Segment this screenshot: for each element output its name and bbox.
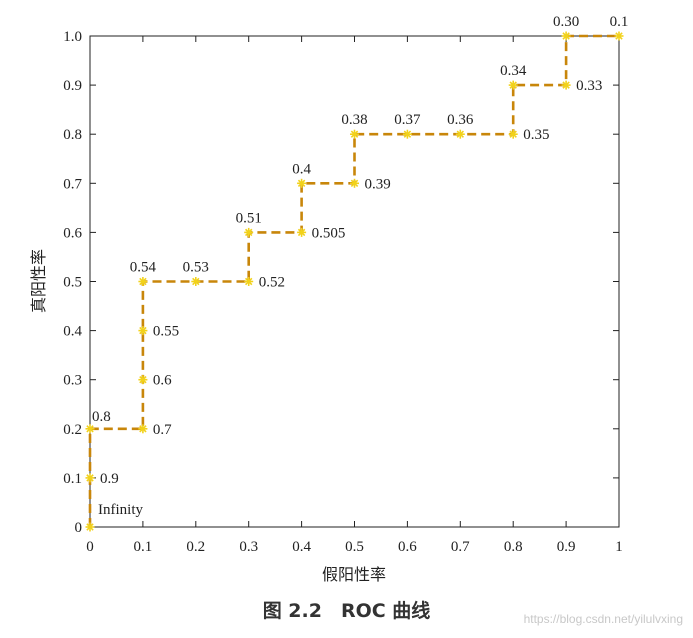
data-point <box>85 473 95 483</box>
threshold-label: 0.36 <box>447 112 474 128</box>
threshold-label: 0.33 <box>576 78 602 94</box>
x-tick-label: 0.3 <box>239 539 258 555</box>
x-axis: 0 0.1 0.2 0.3 0.4 0.5 0.6 0.7 0.8 0.9 1 <box>86 36 623 555</box>
data-point <box>244 277 254 286</box>
x-tick-label: 0.7 <box>451 539 470 555</box>
x-tick-label: 0.5 <box>345 539 364 555</box>
threshold-label: 0.7 <box>153 422 172 438</box>
figure-caption: 图 2.2 ROC 曲线 <box>262 600 431 622</box>
data-point <box>85 522 95 532</box>
x-tick-label: 0.1 <box>134 539 153 555</box>
y-tick-label: 0.9 <box>63 78 82 94</box>
threshold-label: 0.505 <box>312 225 346 241</box>
threshold-label: 0.51 <box>236 210 262 226</box>
y-axis: 0 0.1 0.2 0.3 0.4 0.5 0.6 0.7 0.8 0.9 1.0 <box>63 29 619 536</box>
x-tick-label: 1 <box>615 539 623 555</box>
x-tick-label: 0.4 <box>292 539 311 555</box>
data-point <box>561 80 571 90</box>
x-tick-label: 0.8 <box>504 539 523 555</box>
threshold-label: Infinity <box>98 502 143 518</box>
threshold-label: 0.35 <box>523 127 549 143</box>
y-tick-label: 0.3 <box>63 373 82 389</box>
threshold-label: 0.1 <box>610 14 629 30</box>
data-point <box>402 129 412 139</box>
y-tick-label: 0.6 <box>63 225 82 241</box>
data-point <box>614 31 624 41</box>
y-tick-label: 0.5 <box>63 275 82 291</box>
threshold-label: 0.54 <box>130 260 157 276</box>
point-labels: Infinity 0.9 0.8 0.7 0.6 0.55 0.54 0.53 0.52 0.51… <box>92 14 628 518</box>
y-tick-label: 0.7 <box>63 176 82 192</box>
roc-chart: 0 0.1 0.2 0.3 0.4 0.5 0.6 0.7 0.8 0.9 1 0 0.1 0.2 0.3… <box>29 14 628 584</box>
data-point <box>297 178 307 188</box>
data-point <box>508 129 518 139</box>
threshold-label: 0.6 <box>153 373 172 389</box>
data-point <box>508 80 518 90</box>
x-tick-label: 0 <box>86 539 94 555</box>
threshold-label: 0.39 <box>365 176 391 192</box>
threshold-label: 0.52 <box>259 275 285 291</box>
data-point <box>455 129 465 139</box>
data-point <box>138 326 148 336</box>
point-markers <box>85 31 624 532</box>
data-point <box>350 178 359 188</box>
data-point <box>138 424 148 434</box>
threshold-label: 0.38 <box>341 112 367 128</box>
x-tick-label: 0.2 <box>186 539 205 555</box>
data-point <box>350 129 359 139</box>
x-axis-label: 假阳性率 <box>322 565 386 584</box>
watermark: https://blog.csdn.net/yilulvxing <box>523 612 683 626</box>
threshold-label: 0.37 <box>394 112 421 128</box>
y-tick-label: 1.0 <box>63 29 82 45</box>
y-axis-label: 真阳性率 <box>29 249 48 313</box>
x-tick-label: 0.6 <box>398 539 417 555</box>
roc-curve <box>88 34 619 527</box>
threshold-label: 0.30 <box>553 14 579 30</box>
data-point <box>297 227 307 237</box>
threshold-label: 0.9 <box>100 471 119 487</box>
threshold-label: 0.4 <box>292 161 311 177</box>
data-point <box>244 227 254 237</box>
data-point <box>561 31 571 41</box>
y-tick-label: 0.8 <box>63 127 82 143</box>
y-tick-label: 0 <box>75 520 83 536</box>
data-point <box>138 277 148 286</box>
threshold-label: 0.8 <box>92 409 111 425</box>
y-tick-label: 0.1 <box>63 471 82 487</box>
threshold-label: 0.53 <box>183 260 209 276</box>
data-point <box>85 424 95 434</box>
data-point <box>138 375 148 385</box>
y-tick-label: 0.2 <box>63 422 82 438</box>
data-point <box>191 277 201 286</box>
y-tick-label: 0.4 <box>63 324 82 340</box>
threshold-label: 0.55 <box>153 324 179 340</box>
x-tick-label: 0.9 <box>557 539 576 555</box>
threshold-label: 0.34 <box>500 63 527 79</box>
